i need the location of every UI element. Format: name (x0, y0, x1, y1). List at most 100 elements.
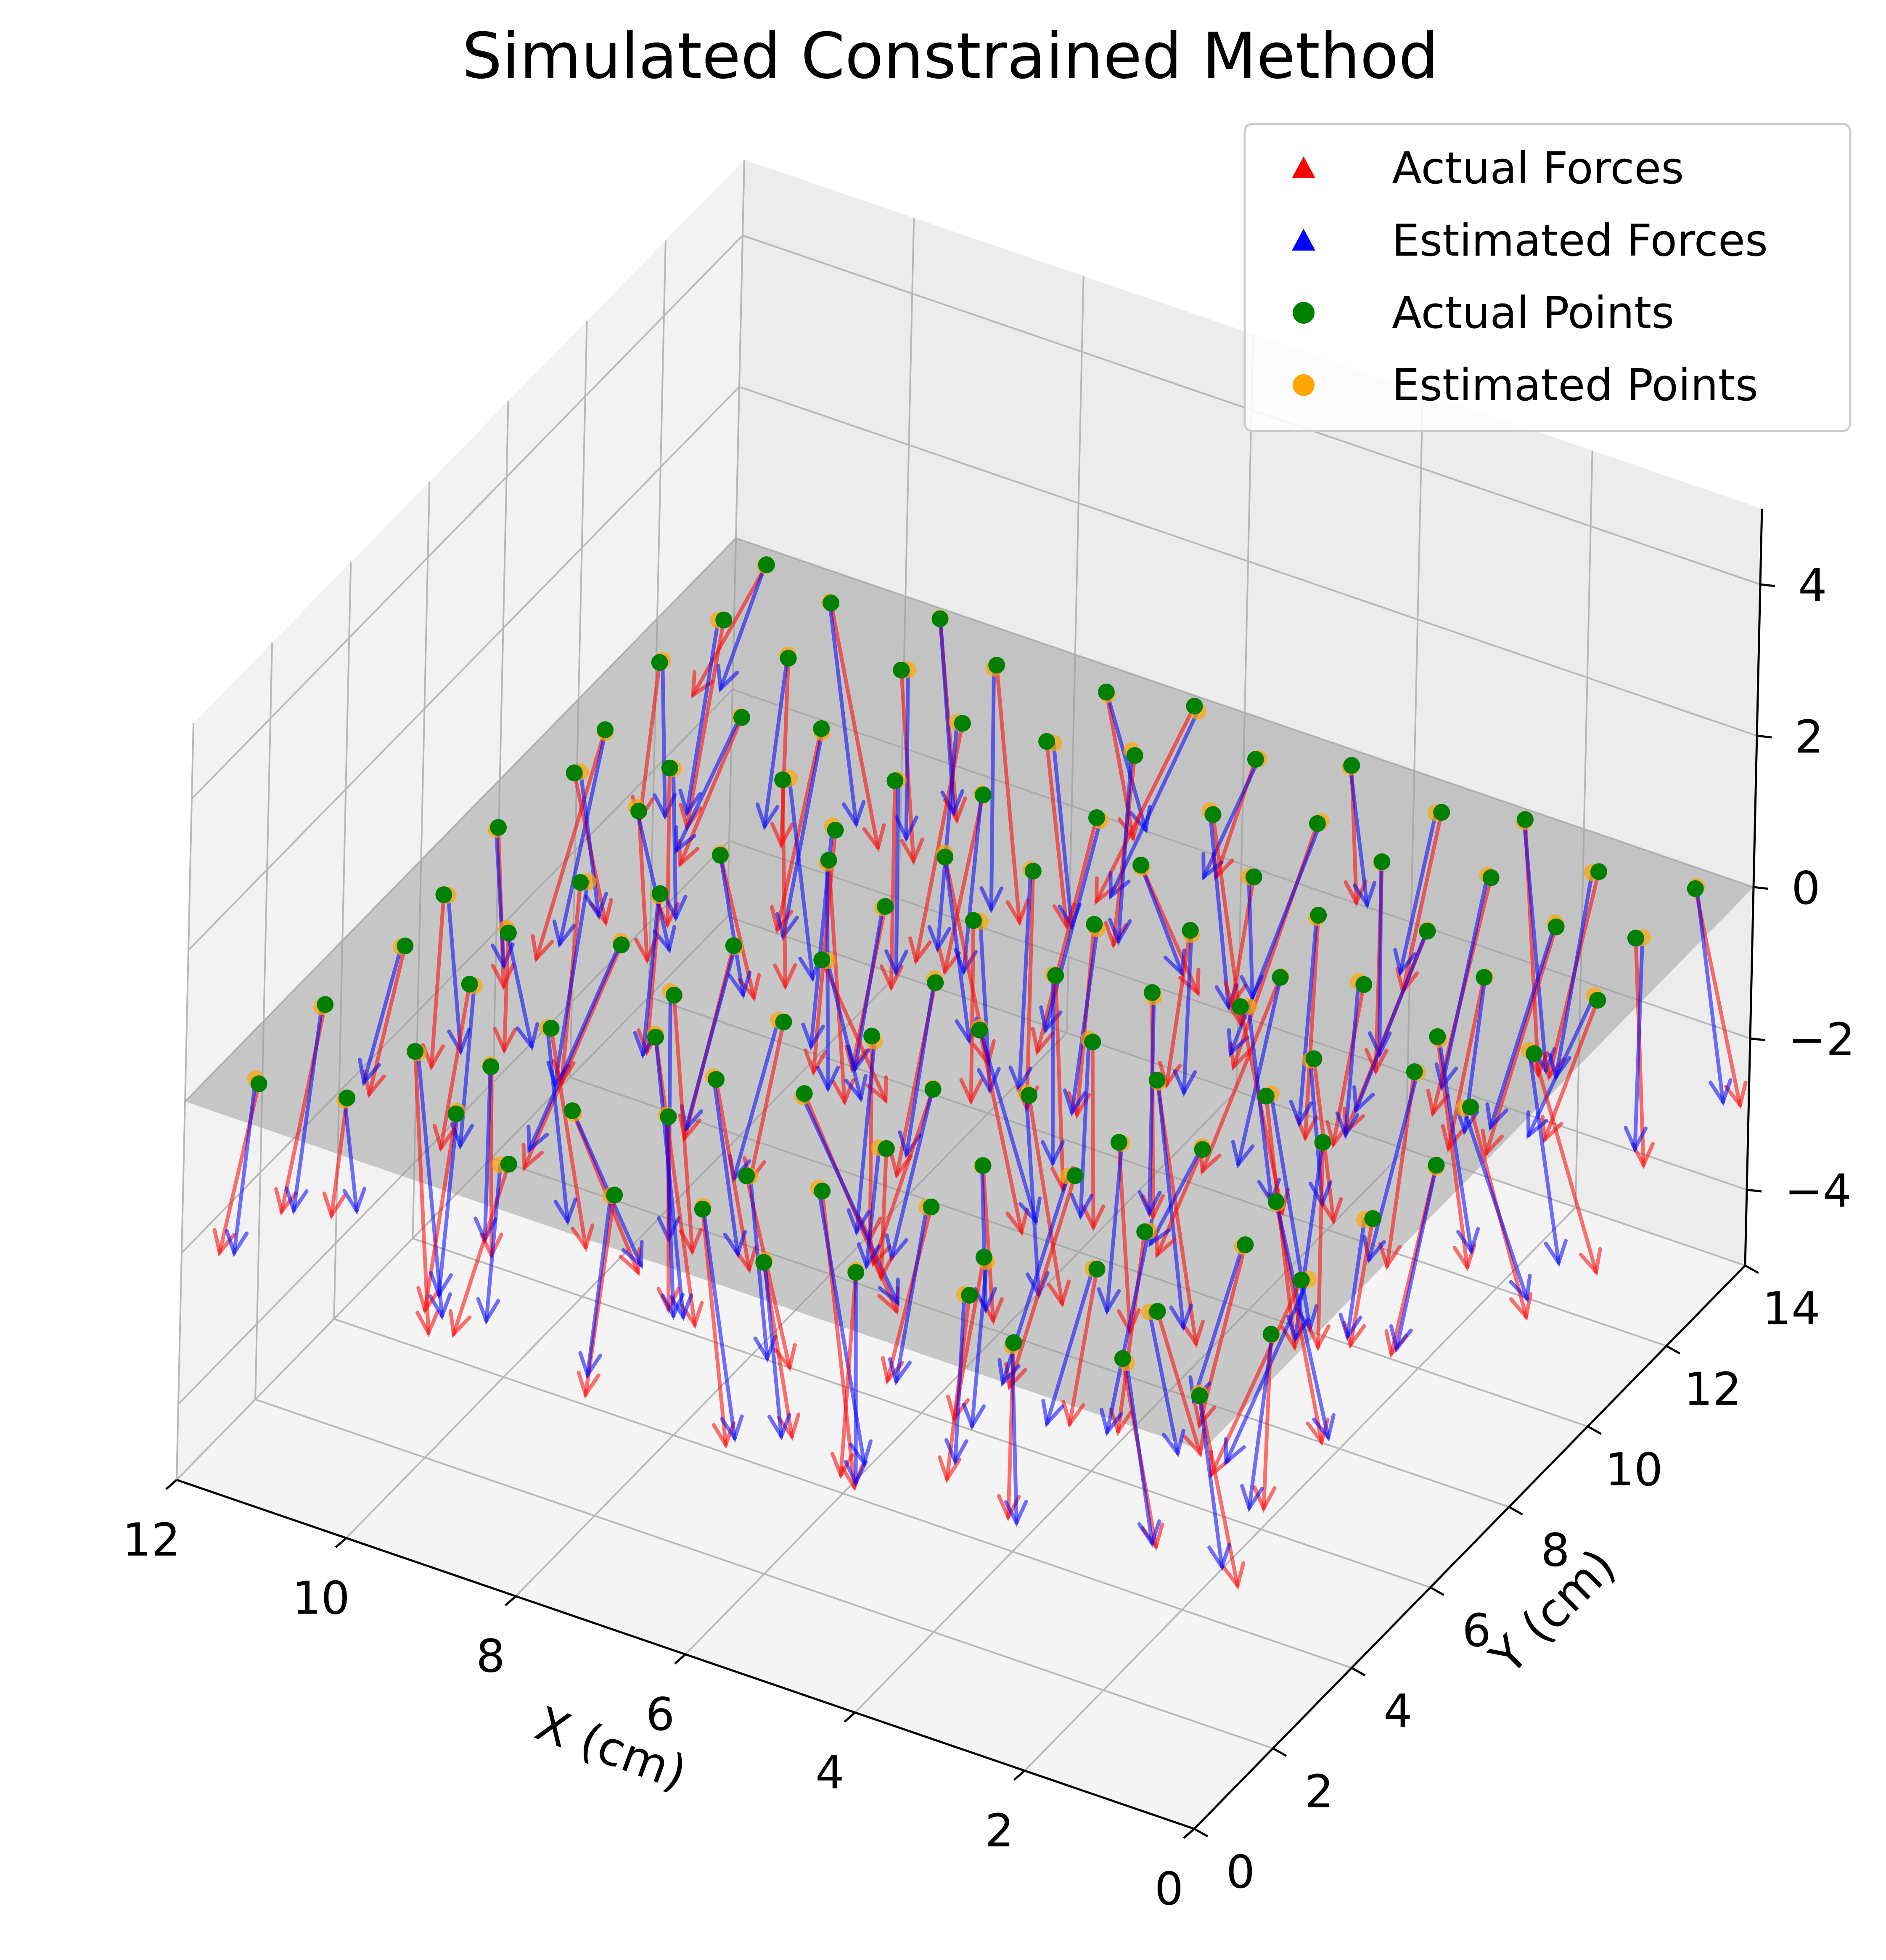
estimated-force-arrow (1041, 973, 1065, 1168)
actual-force-arrow-shaft (1447, 975, 1486, 1151)
estimated-force-arrow-shaft (362, 945, 403, 1084)
actual-force-arrow-shaft (885, 1205, 933, 1383)
estimated-force-arrow (1097, 1141, 1124, 1315)
actual-force-arrow-head (1481, 1128, 1504, 1158)
estimated-force-arrow-shaft (1522, 819, 1548, 1073)
estimated-force-arrow-shaft (1695, 885, 1725, 1104)
estimated-force-arrow-head (1335, 1111, 1360, 1139)
actual-point (923, 1198, 940, 1215)
actual-point (1148, 1072, 1166, 1089)
estimated-force-arrow (545, 1025, 577, 1226)
x-tick-mark (674, 1654, 686, 1664)
actual-point (500, 925, 517, 942)
actual-force-arrow-head (1109, 1408, 1133, 1436)
estimated-force-arrow-head (429, 1271, 453, 1299)
estimated-force-arrow (1041, 1267, 1095, 1428)
estimated-force-arrow-head (285, 1186, 309, 1215)
actual-point (1627, 930, 1644, 947)
grid-line-z (188, 386, 1757, 951)
y-tick-mark (1744, 1264, 1759, 1274)
actual-force-arrow-head (1222, 1561, 1246, 1590)
estimated-force-arrow-head (342, 1187, 366, 1215)
y-tick-label: 2 (1305, 1766, 1334, 1818)
actual-force-arrow-shaft (413, 1049, 431, 1335)
estimated-force-arrow-head (1709, 1078, 1733, 1107)
estimated-force-arrow-shaft (634, 805, 671, 951)
actual-force-arrow-head (521, 1142, 544, 1172)
actual-point (971, 1022, 988, 1039)
estimated-force-arrow (661, 1113, 685, 1321)
estimated-force-arrow-shaft (1017, 867, 1033, 1091)
estimated-force-arrow-shaft (1079, 1037, 1091, 1218)
actual-force-arrow-shaft (1027, 1093, 1064, 1306)
actual-point (813, 720, 830, 737)
actual-point (1149, 1303, 1166, 1320)
estimated-force-arrow-shaft (1378, 860, 1383, 1056)
actual-point (606, 1186, 623, 1204)
actual-point (878, 1140, 895, 1157)
estimated-force-arrow-head (1041, 1140, 1065, 1168)
actual-force-arrow-head (1031, 1027, 1055, 1056)
estimated-force-arrow-head (1240, 1484, 1264, 1512)
actual-point (613, 936, 630, 954)
legend: Actual Forces Estimated Forces Actual Poin… (1243, 123, 1852, 432)
actual-force-arrow (1307, 1140, 1331, 1352)
actual-force-arrow (773, 778, 797, 991)
estimated-force-arrow-head (1352, 1085, 1375, 1115)
estimated-force-arrow-shaft (1208, 808, 1230, 1009)
legend-label: Estimated Forces (1392, 215, 1768, 266)
estimated-force-arrow-shaft (1024, 1091, 1041, 1297)
estimated-force-arrow-head (1041, 1399, 1065, 1428)
estimated-force-arrow-head (716, 663, 739, 693)
estimated-force-arrow (1434, 873, 1490, 1091)
estimated-force-arrow-shaft (675, 715, 742, 852)
actual-force-arrow-head (1005, 1207, 1029, 1236)
actual-force-arrow (829, 601, 886, 852)
actual-force-arrow (531, 728, 607, 963)
estimated-force-arrow-head (888, 1357, 912, 1386)
actual-point (733, 709, 750, 726)
estimated-force-arrow-head (1224, 1437, 1246, 1466)
x-tick-label: 4 (815, 1746, 844, 1799)
estimated-force-arrow-shaft (865, 1146, 881, 1268)
actual-point (407, 1043, 424, 1060)
actual-force-arrow-head (862, 823, 886, 852)
estimated-force-arrow-head (447, 1028, 471, 1056)
actual-point (893, 661, 910, 679)
actual-point (1406, 1063, 1423, 1080)
grid-line-y (254, 642, 1273, 1749)
estimated-force-arrow-shaft (1440, 873, 1490, 1089)
actual-force-arrow-shaft (1068, 1267, 1099, 1426)
y-tick-mark (1666, 1345, 1681, 1355)
estimated-force-arrow-head (1207, 1543, 1231, 1571)
estimated-force-arrow-head (841, 800, 866, 828)
x-tick-mark (335, 1537, 347, 1548)
estimated-force-arrow-head (1137, 1190, 1162, 1218)
actual-point (250, 1075, 267, 1093)
actual-point (1262, 1326, 1280, 1343)
actual-force-arrow-shaft (780, 778, 788, 988)
estimated-force-arrow-shaft (904, 668, 910, 840)
estimated-force-arrow (429, 1109, 460, 1299)
estimated-force-arrow-head (1485, 1102, 1508, 1131)
estimated-force-arrow (1348, 765, 1377, 909)
estimated-force-arrow-head (1231, 1140, 1255, 1169)
y-tick-label: 4 (1383, 1685, 1413, 1738)
estimated-force-arrow-shaft (1554, 870, 1594, 1079)
estimated-force-arrow-head (1240, 974, 1264, 1002)
estimated-force-arrow-head (816, 1065, 840, 1093)
x-tick-mark (1013, 1770, 1026, 1781)
estimated-force-arrow-shaft (942, 851, 971, 1043)
legend-entry: Actual Forces (1292, 143, 1684, 194)
estimated-force-arrow-head (1434, 1062, 1458, 1091)
estimated-force-arrow-shaft (1462, 1106, 1529, 1301)
actual-force-arrow-shaft (1025, 869, 1035, 1110)
actual-force-arrow (1027, 1093, 1071, 1308)
chart-title: Simulated Constrained Method (462, 20, 1439, 93)
actual-force-arrow (1441, 975, 1486, 1153)
actual-point (447, 1105, 465, 1123)
actual-point (1088, 809, 1105, 826)
actual-force-arrow-head (959, 1078, 984, 1106)
actual-force-arrow-shaft (1053, 973, 1065, 1191)
estimated-force-arrow-shaft (527, 939, 623, 1152)
